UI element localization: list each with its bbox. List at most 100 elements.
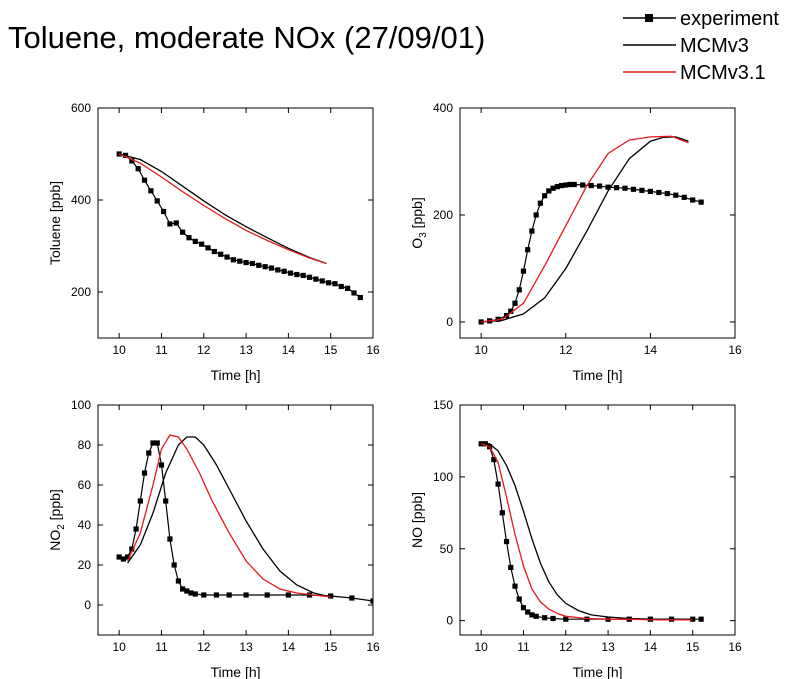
x-axis-label: Time [h] [572,367,622,383]
data-point [129,546,135,552]
x-axis-label: Time [h] [210,367,260,383]
data-point [533,212,539,218]
x-tick-label: 10 [112,343,126,357]
data-point [580,182,586,188]
data-point [180,229,186,235]
data-point [571,181,577,188]
x-tick-label: 14 [644,640,658,654]
series-experiment [478,441,704,622]
data-point [478,319,484,325]
data-point [249,260,256,267]
series-line [481,136,689,323]
series-mcmv3-1 [480,443,693,621]
data-point [351,290,357,296]
data-point [664,190,670,197]
y-tick-label: 600 [71,101,91,115]
data-point [525,247,531,253]
legend-label: experiment [680,8,779,30]
y-axis-label-main: NO [47,530,63,551]
data-point [537,200,543,206]
data-point [546,188,552,194]
data-point [554,184,560,190]
data-point [173,220,179,226]
no2-panel: 10 11 12 13 14 15 16 0 20 40 60 80 100 Time [h] NO2 [p… [47,398,380,679]
series-mcmv3 [127,436,331,598]
series-mcmv3 [119,153,327,265]
data-point [294,271,300,278]
data-point [133,526,139,532]
data-point [370,598,373,604]
data-point [199,241,205,247]
data-point [205,245,211,251]
data-point [499,510,505,516]
x-tick-label: 15 [686,640,700,654]
series-mcmv3-1 [127,434,331,598]
series-mcmv3-1 [481,135,689,323]
legend: experiment MCMv3 MCMv3.1 [623,8,779,84]
data-point [184,588,190,594]
y-tick-label: 0 [84,598,91,612]
y-tick-label: 60 [78,478,92,492]
x-tick-label: 11 [155,343,168,357]
data-point [328,593,334,599]
data-point [325,280,332,286]
x-tick-label: 10 [474,640,488,654]
legend-label: MCMv3.1 [680,62,766,84]
y-axis-label-subscript: 2 [56,524,67,530]
plot-frame [97,107,374,339]
x-tick-label: 16 [728,640,742,654]
data-point [516,287,522,293]
data-point [656,189,662,196]
data-point [287,270,294,276]
data-point [224,254,230,260]
data-point [268,265,275,271]
data-point [306,274,313,280]
x-tick-label: 11 [517,640,530,654]
y-tick-label: 40 [78,518,92,532]
x-tick-label: 11 [155,640,168,654]
data-point [211,248,217,255]
data-point [630,186,637,192]
data-point [188,590,194,596]
series-experiment [478,181,704,325]
data-point [158,462,165,468]
y-tick-label: 100 [433,470,453,484]
data-point [192,238,198,244]
data-point [567,181,573,188]
y-axis-label: O3 [ppb] [409,197,429,248]
series-line [119,153,361,298]
data-point [175,578,181,584]
y-tick-label: 200 [71,285,91,299]
data-point [345,285,351,291]
data-point [171,562,177,568]
data-point [148,188,154,194]
series-line [481,135,689,323]
data-point [262,264,268,270]
x-tick-label: 12 [197,640,211,654]
data-point [186,235,192,241]
data-point [520,268,527,274]
data-point [529,612,535,618]
data-point [243,259,249,266]
data-point [141,470,148,476]
data-point [237,258,243,264]
data-point [230,257,236,263]
y-tick-label: 50 [440,542,454,556]
data-point [681,194,687,200]
data-point [542,193,548,199]
page-title: Toluene, moderate NOx (27/09/01) [8,20,486,55]
x-tick-label: 15 [324,343,338,357]
plot-frame [459,107,736,339]
data-point [584,616,590,622]
data-point [563,616,569,622]
data-point [512,300,518,306]
data-point [154,198,160,204]
data-point [218,251,224,257]
data-point [690,197,696,203]
series-mcmv3-1 [118,153,327,265]
data-point [319,278,325,284]
x-tick-label: 12 [197,343,211,357]
data-point [639,187,645,193]
data-point [167,536,173,542]
